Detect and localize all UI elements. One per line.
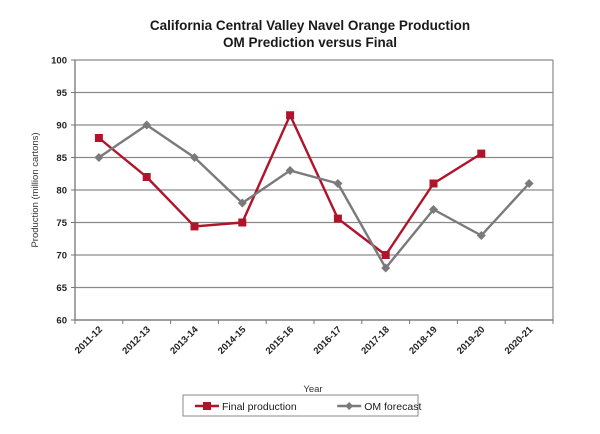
y-tick-label: 100 (51, 56, 67, 67)
x-tick-label: 2019-20 (455, 324, 487, 356)
x-tick-label: 2017-18 (359, 324, 391, 356)
chart-title: California Central Valley Navel Orange P… (150, 18, 470, 33)
series-final-production (94, 111, 486, 259)
legend: Final production OM forecast (182, 394, 421, 417)
data-point-square (381, 251, 390, 259)
data-point-square (142, 173, 151, 181)
series-om-forecast (94, 120, 534, 273)
series-line (98, 114, 482, 257)
data-point-square (286, 111, 295, 120)
chart-subtitle: OM Prediction versus Final (223, 35, 397, 50)
data-point-diamond (237, 198, 247, 208)
data-point-square (429, 179, 438, 188)
legend-item: Final production (195, 401, 297, 413)
y-tick-label: 75 (56, 218, 67, 229)
legend-marker-diamond (345, 402, 354, 410)
data-point-square (238, 218, 247, 227)
x-tick-labels: 2011-12 2012-13 2013-14 2014-15 2015-16 2016-… (73, 324, 536, 357)
x-tick-label: 2015-16 (264, 324, 296, 356)
y-tick-label: 70 (56, 251, 67, 262)
y-tick-labels: 60 65 70 75 80 85 90 95 100 (51, 56, 68, 327)
y-tick-label: 60 (56, 316, 67, 327)
legend-box (182, 394, 419, 417)
x-tick-label: 2018-19 (407, 324, 439, 356)
x-tick-label: 2014-15 (216, 324, 249, 357)
legend-label: OM forecast (364, 401, 421, 413)
y-tick-label: 65 (56, 283, 67, 294)
data-point-square (333, 214, 342, 223)
data-point-square (94, 134, 103, 142)
x-tick-label: 2012-13 (120, 324, 152, 356)
data-point-diamond (94, 153, 104, 162)
legend-marker-square (203, 402, 211, 410)
data-point-diamond (381, 263, 391, 273)
x-axis-label: Year (303, 384, 322, 395)
y-tick-label: 95 (56, 88, 67, 99)
series-line (98, 123, 530, 270)
data-point-diamond (476, 231, 486, 240)
data-point-diamond (429, 205, 438, 214)
x-tick-label: 2016-17 (312, 324, 344, 356)
data-point-diamond (142, 120, 152, 130)
x-tick-label: 2013-14 (168, 324, 201, 357)
data-point-diamond (524, 179, 534, 188)
data-point-square (190, 222, 199, 231)
legend-item: OM forecast (337, 401, 421, 413)
y-axis-label: Production (million cartons) (30, 132, 41, 247)
y-tick-label: 90 (56, 121, 67, 132)
x-tick-label: 2020-21 (503, 324, 536, 357)
data-point-diamond (333, 179, 343, 188)
axes (71, 59, 554, 324)
data-point-square (477, 149, 486, 158)
y-tick-label: 85 (56, 153, 67, 164)
x-tick-label: 2011-12 (73, 324, 105, 356)
legend-label: Final production (222, 401, 297, 413)
data-point-diamond (190, 153, 199, 162)
y-tick-label: 80 (56, 186, 67, 197)
series (94, 111, 534, 273)
gridlines (75, 59, 553, 321)
data-point-diamond (285, 166, 295, 175)
